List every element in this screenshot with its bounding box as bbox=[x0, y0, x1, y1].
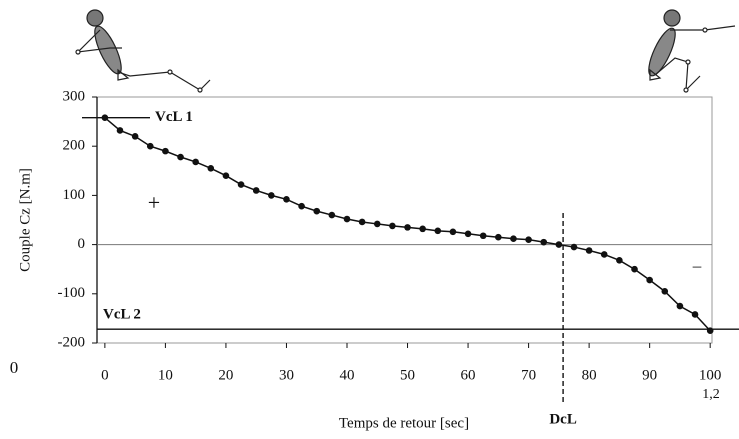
data-point bbox=[237, 181, 245, 188]
y-axis-label: Couple Cz [N.m] bbox=[17, 168, 33, 272]
data-point bbox=[691, 311, 699, 318]
x-tick-label: 20 bbox=[218, 367, 233, 383]
data-point bbox=[525, 236, 532, 243]
reference-label: DcL bbox=[549, 411, 577, 427]
figure-icon-right bbox=[648, 9, 736, 93]
data-point bbox=[298, 202, 305, 210]
x-tick-label: 30 bbox=[279, 367, 294, 383]
data-point bbox=[676, 302, 684, 310]
data-point bbox=[570, 243, 578, 251]
annotation: 0 bbox=[10, 358, 19, 377]
data-point bbox=[101, 114, 109, 121]
data-point bbox=[313, 207, 321, 215]
data-point bbox=[162, 147, 169, 155]
annotation: 1,2 bbox=[702, 387, 720, 402]
x-tick-label: 80 bbox=[582, 367, 597, 383]
data-point bbox=[449, 228, 457, 236]
annotation: + bbox=[148, 190, 160, 215]
data-point bbox=[600, 251, 608, 258]
data-point bbox=[389, 222, 396, 230]
data-point bbox=[131, 133, 139, 140]
data-point bbox=[434, 227, 442, 235]
data-point bbox=[646, 276, 653, 284]
reference-label: VcL 1 bbox=[155, 109, 193, 125]
y-tick-label: -100 bbox=[58, 285, 86, 301]
data-point bbox=[419, 225, 426, 233]
data-point bbox=[207, 165, 215, 172]
data-point bbox=[479, 232, 487, 240]
figure-icon-left bbox=[75, 9, 211, 93]
data-point bbox=[585, 247, 593, 254]
y-tick-label: 100 bbox=[63, 187, 86, 203]
x-tick-label: 90 bbox=[642, 367, 657, 383]
plot-frame bbox=[96, 96, 713, 344]
reference-label: VcL 2 bbox=[103, 307, 141, 323]
x-tick-label: 0 bbox=[101, 367, 109, 383]
data-point bbox=[661, 288, 669, 295]
data-point bbox=[358, 218, 366, 226]
y-tick-label: 200 bbox=[63, 138, 86, 154]
y-tick-label: 0 bbox=[78, 236, 86, 252]
data-point bbox=[192, 158, 199, 166]
data-point bbox=[283, 196, 290, 203]
y-tick-label: 300 bbox=[63, 88, 86, 104]
data-point bbox=[404, 224, 411, 231]
data-point bbox=[555, 241, 563, 248]
x-tick-label: 50 bbox=[400, 367, 415, 383]
data-point bbox=[510, 235, 517, 242]
y-tick-label: -200 bbox=[58, 334, 86, 350]
data-point bbox=[222, 172, 230, 180]
data-point bbox=[373, 220, 381, 228]
data-point bbox=[343, 215, 351, 223]
x-tick-label: 100 bbox=[699, 367, 722, 383]
x-axis-label: Temps de retour [sec] bbox=[339, 415, 469, 431]
data-point bbox=[706, 327, 714, 335]
data-point bbox=[631, 265, 638, 273]
data-point bbox=[328, 211, 336, 219]
x-tick-label: 40 bbox=[339, 367, 354, 383]
data-point bbox=[268, 192, 275, 199]
x-tick-label: 60 bbox=[461, 367, 476, 383]
x-tick-label: 70 bbox=[521, 367, 536, 383]
annotation: – bbox=[692, 256, 702, 275]
data-point bbox=[146, 142, 154, 150]
data-point bbox=[177, 153, 184, 161]
x-tick-label: 10 bbox=[158, 367, 173, 383]
data-point bbox=[495, 233, 502, 241]
data-point bbox=[616, 257, 623, 264]
data-point bbox=[116, 127, 124, 134]
data-point bbox=[540, 238, 548, 246]
data-point bbox=[464, 230, 472, 238]
data-point bbox=[252, 187, 260, 194]
